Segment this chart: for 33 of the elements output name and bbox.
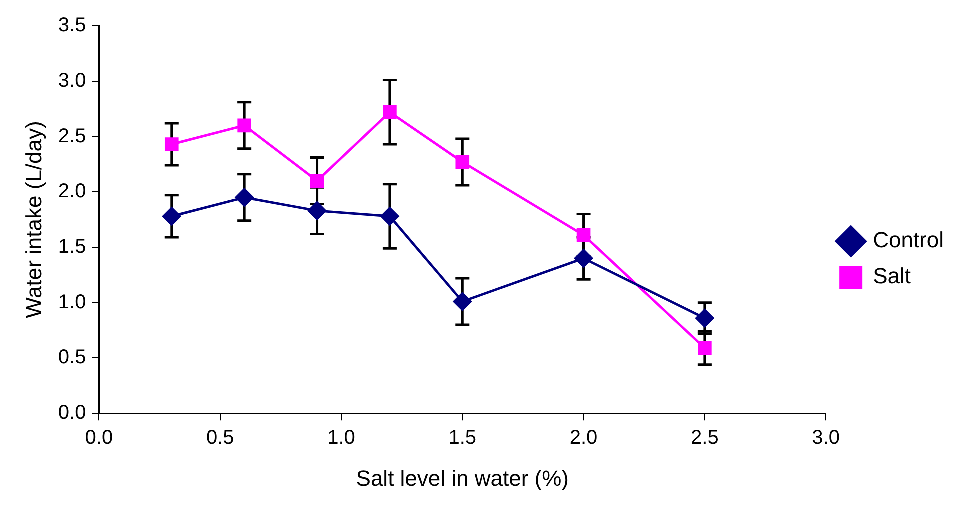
point: [383, 105, 397, 120]
y-tick-label: 0.5: [58, 346, 86, 369]
point: [453, 292, 472, 311]
point: [456, 155, 470, 170]
point: [310, 174, 324, 188]
point: [698, 341, 712, 356]
x-tick-label: 0.0: [85, 427, 114, 450]
x-tick-label: 2.0: [570, 427, 598, 450]
point: [576, 228, 591, 242]
x-axis-title: Salt level in water (%): [356, 466, 570, 491]
y-tick-label: 0.0: [58, 402, 86, 424]
x-tick-label: 3.0: [812, 427, 840, 450]
point: [308, 202, 327, 220]
point: [164, 138, 179, 152]
y-tick-label: 1.5: [58, 236, 86, 258]
x-tick-label: 2.5: [691, 427, 719, 450]
x-tick-label: 1.5: [448, 427, 477, 450]
point: [238, 118, 252, 133]
y-tick-label: 3.0: [58, 70, 86, 92]
y-tick-label: 1.0: [58, 291, 86, 314]
y-tick-label: 2.5: [58, 125, 86, 148]
x-tick-label: 1.0: [328, 427, 356, 450]
legend-label: Salt: [873, 264, 911, 289]
point: [696, 309, 714, 328]
point: [162, 207, 182, 226]
x-tick-label: 0.5: [206, 427, 234, 450]
legend-label: Control: [873, 228, 944, 253]
y-tick-label: 3.5: [58, 14, 86, 37]
point: [235, 188, 254, 207]
point: [380, 207, 400, 226]
point: [574, 249, 594, 268]
y-axis-title: Water intake (L/day): [21, 121, 46, 318]
y-tick-label: 2.0: [58, 180, 86, 203]
